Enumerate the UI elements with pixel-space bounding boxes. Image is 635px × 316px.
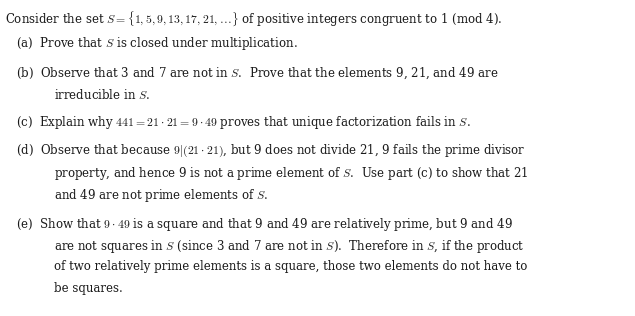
- Text: (b)  Observe that 3 and 7 are not in $S$.  Prove that the elements 9, 21, and 49: (b) Observe that 3 and 7 are not in $S$.…: [16, 65, 498, 81]
- Text: and 49 are not prime elements of $S$.: and 49 are not prime elements of $S$.: [54, 187, 269, 204]
- Text: are not squares in $S$ (since 3 and 7 are not in $S$).  Therefore in $S$, if the: are not squares in $S$ (since 3 and 7 ar…: [54, 238, 525, 255]
- Text: Consider the set $S = \{1, 5, 9, 13, 17, 21, \ldots\}$ of positive integers cong: Consider the set $S = \{1, 5, 9, 13, 17,…: [5, 9, 502, 28]
- Text: (c)  Explain why $441 = 21 \cdot 21 = 9 \cdot 49$ proves that unique factorizati: (c) Explain why $441 = 21 \cdot 21 = 9 \…: [16, 114, 471, 131]
- Text: irreducible in $S$.: irreducible in $S$.: [54, 88, 150, 101]
- Text: property, and hence 9 is not a prime element of $S$.  Use part (c) to show that : property, and hence 9 is not a prime ele…: [54, 165, 529, 182]
- Text: of two relatively prime elements is a square, those two elements do not have to: of two relatively prime elements is a sq…: [54, 260, 527, 273]
- Text: (d)  Observe that because $9|(21 \cdot 21)$, but 9 does not divide 21, 9 fails t: (d) Observe that because $9|(21 \cdot 21…: [16, 143, 525, 159]
- Text: be squares.: be squares.: [54, 282, 123, 295]
- Text: (a)  Prove that $S$ is closed under multiplication.: (a) Prove that $S$ is closed under multi…: [16, 35, 298, 52]
- Text: (e)  Show that $9 \cdot 49$ is a square and that 9 and 49 are relatively prime, : (e) Show that $9 \cdot 49$ is a square a…: [16, 216, 512, 233]
